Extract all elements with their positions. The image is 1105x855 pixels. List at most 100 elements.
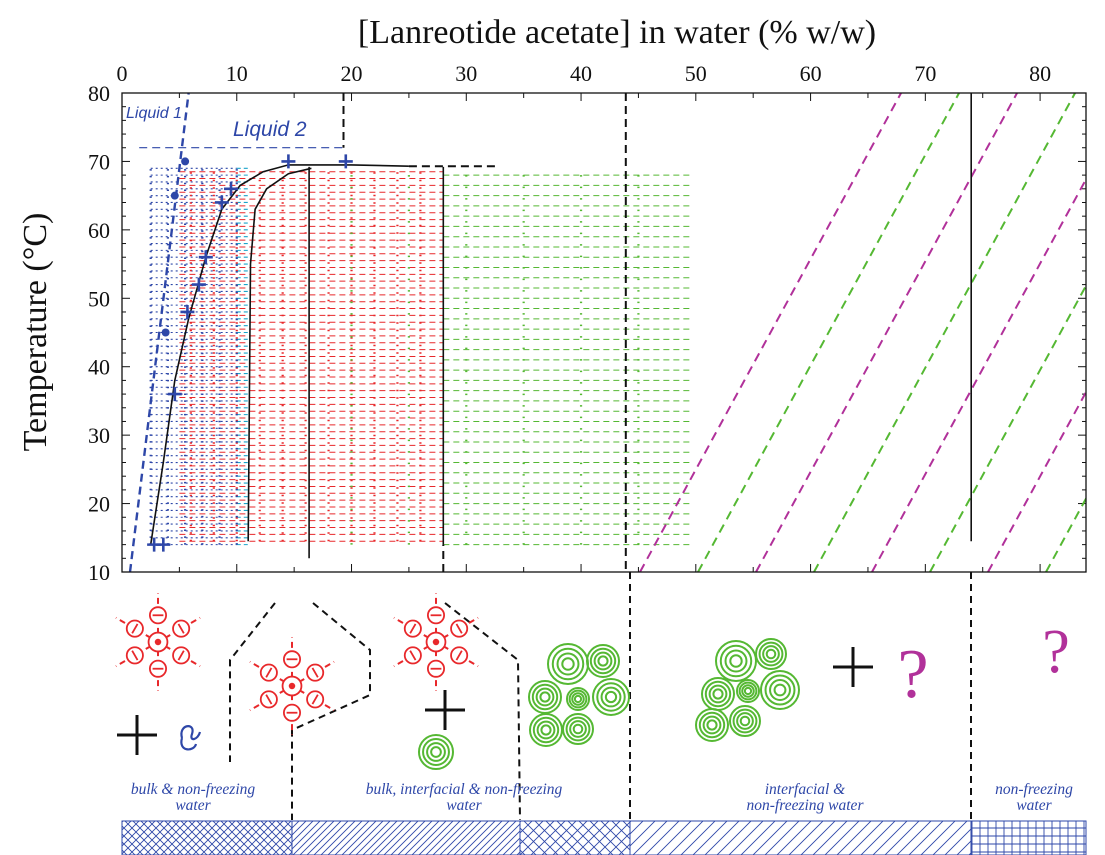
x-tick-label: 20 (341, 61, 363, 86)
micelle-head-mark (455, 650, 463, 661)
x-tick-label: 40 (570, 61, 592, 86)
micelle-head-mark (265, 667, 273, 678)
region-label-bulk-interfacial-line1: bulk, interfacial & non-freezing (366, 781, 563, 798)
question-mark-2: ? (1042, 618, 1070, 686)
vesicle-ring (712, 688, 724, 700)
phase-boundaries (128, 92, 972, 573)
x-tick-label: 70 (914, 61, 936, 86)
cross-marker (198, 250, 213, 265)
vesicle-cluster-2-item (760, 670, 800, 710)
vesicle-ring (736, 712, 754, 730)
diagonal-phase-line (639, 93, 902, 572)
vesicle-ring (706, 719, 718, 731)
vesicle-ring (724, 649, 748, 673)
diagonal-phase-line (755, 93, 1018, 572)
vesicle-ring (566, 687, 590, 711)
vesicle-ring (715, 640, 757, 682)
vesicle-ring (593, 651, 613, 671)
liquid1-boundary (128, 92, 190, 573)
vesicle-ring (738, 681, 758, 701)
vesicle-cluster-1-item (547, 643, 589, 685)
inner-phase-curve (247, 167, 312, 542)
water-type-bar (121, 820, 1087, 855)
vesicle-ring (758, 641, 784, 667)
vesicle-ring (562, 713, 594, 745)
y-tick-label: 60 (88, 218, 110, 243)
data-markers (147, 154, 353, 552)
vesicle-cluster-2-item (701, 677, 735, 711)
micelle-head-mark (409, 650, 417, 661)
vesicle-ring (729, 705, 761, 737)
cross-marker (191, 277, 206, 292)
diagonal-phase-line (871, 177, 1086, 572)
vesicle-ring (535, 687, 555, 707)
vesicle-cluster-1-item (528, 680, 562, 714)
vesicle-cluster-1-item (562, 713, 594, 745)
vesicle-cluster-2-item (736, 679, 760, 703)
bar-segment-nonfreezing (970, 820, 1087, 855)
micelle-head-mark (177, 623, 185, 634)
micelle-head-mark (177, 650, 185, 661)
micelle-head-mark (409, 623, 417, 634)
vesicle-ring (695, 708, 729, 742)
cross-marker (214, 195, 229, 210)
structure-schematics: ?? (115, 572, 1070, 821)
vesicle-ring (760, 670, 800, 710)
vesicle-single (418, 734, 454, 770)
diagonal-phase-line (697, 93, 960, 572)
vesicle-ring (426, 742, 446, 762)
bar-segment-bulk (121, 820, 293, 855)
vesicle-ring (741, 684, 755, 698)
diagonal-phase-line (813, 93, 1076, 572)
plus-sign-2 (425, 690, 465, 730)
vesicle-cluster-2-item (695, 708, 729, 742)
micelle-structure-2 (249, 637, 335, 735)
vesicle-ring (719, 644, 753, 678)
liquid-2-label: Liquid 2 (233, 118, 307, 141)
vesicle-ring (569, 720, 587, 738)
diagonal-phase-line (987, 390, 1086, 572)
vesicle-ring (430, 746, 442, 758)
vesicle-ring (708, 684, 728, 704)
y-tick-label: 20 (88, 492, 110, 517)
micelle-head-mark (131, 650, 139, 661)
vesicle-ring (531, 683, 559, 711)
vesicle-ring (769, 679, 791, 701)
vesicle-cluster-2-item (715, 640, 757, 682)
bar-segment-transition (519, 820, 631, 855)
vesicle-ring (422, 738, 450, 766)
vesicle-ring (765, 648, 777, 660)
vesicle-ring (565, 716, 591, 742)
micelle-head-mark (311, 667, 319, 678)
cross-marker (338, 154, 353, 169)
region-label-bulk-line2: water (175, 797, 211, 814)
x-tick-label: 30 (455, 61, 477, 86)
vesicle-ring (573, 694, 583, 704)
dot-marker (181, 157, 190, 166)
x-axis-title: [Lanreotide acetate] in water (% w/w) (358, 14, 876, 51)
y-tick-label: 40 (88, 355, 110, 380)
aggregate-squiggle-icon (180, 725, 202, 751)
y-tick-label: 80 (88, 81, 110, 106)
region-label-interfacial-line1: interfacial & (765, 781, 846, 798)
micelle-head-mark (131, 623, 139, 634)
vesicle-ring (773, 683, 787, 697)
vesicle-ring (743, 686, 753, 696)
cross-marker (167, 387, 182, 402)
vesicle-ring (704, 680, 732, 708)
vesicle-ring (536, 720, 556, 740)
region-label-bulk-line1: bulk & non-freezing (131, 781, 256, 798)
y-tick-label: 30 (88, 423, 110, 448)
vesicle-ring (539, 691, 551, 703)
region-label-nonfreezing-line1: non-freezing (995, 781, 1073, 798)
x-tick-label: 80 (1029, 61, 1051, 86)
cross-marker (156, 537, 171, 552)
region-label-bulk-interfacial-line2: water (446, 797, 482, 814)
vesicle-ring (698, 711, 726, 739)
vesicle-cluster-2-item (755, 638, 787, 670)
region-label-nonfreezing-line2: water (1016, 797, 1052, 814)
x-tick-label: 0 (117, 61, 128, 86)
x-tick-label: 60 (800, 61, 822, 86)
